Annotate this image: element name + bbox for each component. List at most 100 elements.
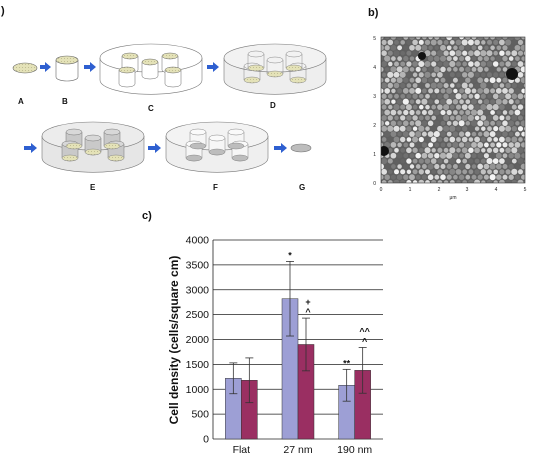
afm-grain — [453, 88, 458, 94]
afm-grain — [418, 179, 425, 183]
step-c-dish — [99, 43, 203, 95]
afm-grain — [449, 72, 455, 78]
afm-grain — [493, 169, 499, 175]
afm-grain — [477, 37, 484, 41]
afm-grain — [498, 93, 505, 100]
afm-grain — [523, 39, 525, 45]
afm-grain — [521, 153, 525, 159]
afm-grain — [449, 115, 455, 121]
step-e-dish — [41, 121, 145, 173]
afm-grain — [521, 88, 525, 94]
afm-grain — [514, 37, 521, 40]
afm-grain — [409, 44, 415, 51]
afm-grain — [424, 147, 431, 154]
afm-grain — [452, 99, 459, 105]
afm-grain — [409, 120, 415, 126]
afm-grain — [452, 77, 458, 83]
afm-grain — [384, 45, 390, 51]
afm-grain — [403, 77, 409, 83]
afm-grain — [486, 50, 493, 57]
afm-grain — [511, 39, 517, 45]
y-tick-label: 0 — [203, 434, 209, 446]
afm-grain — [505, 82, 511, 89]
chart-error-bars — [229, 260, 367, 404]
afm-grain — [403, 45, 409, 51]
afm-grain — [452, 120, 459, 126]
afm-grain — [422, 88, 427, 94]
afm-grain — [415, 152, 421, 159]
afm-grain — [456, 158, 461, 164]
afm-grain — [462, 61, 468, 67]
afm-x-tick: 1 — [409, 187, 412, 193]
afm-grain — [461, 136, 468, 143]
afm-grain — [446, 37, 453, 41]
afm-grain — [409, 109, 415, 116]
afm-grain — [508, 174, 514, 180]
panel-b-label: b) — [368, 7, 379, 19]
afm-grain — [480, 136, 486, 143]
afm-grain — [495, 37, 502, 40]
afm-grain — [459, 56, 465, 62]
step-a-label: A — [18, 97, 24, 106]
afm-grain — [415, 174, 421, 180]
afm-grain — [464, 87, 471, 94]
afm-grain — [400, 40, 405, 45]
afm-grain — [384, 55, 391, 62]
afm-grain — [471, 153, 477, 159]
afm-grain — [433, 55, 440, 62]
afm-grain — [453, 67, 458, 72]
afm-grain — [487, 93, 492, 99]
afm-grain — [452, 110, 458, 115]
afm-grain — [427, 55, 434, 62]
afm-grain — [418, 125, 425, 132]
afm-grain — [396, 174, 403, 180]
step-d-label: D — [270, 101, 276, 110]
afm-grain — [440, 77, 446, 83]
afm-grain — [387, 115, 393, 121]
afm-grain — [431, 93, 437, 99]
y-tick-label: 500 — [191, 409, 209, 421]
afm-grain — [502, 55, 508, 62]
afm-grain — [450, 83, 455, 88]
afm-grain — [402, 66, 409, 73]
afm-grain — [415, 99, 421, 105]
panel-a-label: ) — [1, 5, 5, 17]
afm-grain — [471, 45, 477, 51]
afm-grain — [421, 174, 427, 180]
afm-grain — [418, 72, 424, 78]
x-tick-label: 190 nm — [337, 444, 372, 456]
afm-grain — [381, 131, 384, 137]
afm-grain — [486, 39, 493, 45]
afm-grain — [421, 152, 428, 159]
afm-grain — [474, 72, 480, 78]
afm-grain — [412, 83, 418, 88]
afm-grain — [440, 44, 446, 51]
arrow-icon — [84, 62, 96, 72]
afm-grain — [477, 88, 484, 94]
afm-grain — [412, 93, 418, 99]
afm-grain — [443, 104, 450, 111]
afm-grain — [449, 180, 455, 183]
afm-grain — [462, 158, 468, 164]
afm-grain — [391, 56, 396, 61]
afm-grain — [433, 66, 440, 73]
afm-grain — [467, 179, 474, 183]
afm-grain — [391, 164, 396, 169]
afm-grain — [427, 109, 434, 116]
afm-grain — [465, 174, 471, 180]
afm-grain — [477, 109, 484, 116]
afm-grain — [393, 71, 400, 78]
afm-grain — [456, 72, 461, 78]
afm-grain — [409, 99, 415, 104]
afm-grain — [387, 93, 393, 99]
afm-grain — [511, 82, 517, 89]
afm-grain — [493, 180, 498, 183]
afm-grain — [489, 152, 496, 159]
afm-grain — [468, 137, 474, 142]
step-f-dish — [165, 121, 269, 173]
afm-grain — [489, 131, 496, 138]
afm-grain — [428, 99, 433, 105]
afm-grain — [399, 125, 406, 132]
afm-y-tick: 4 — [373, 65, 376, 71]
